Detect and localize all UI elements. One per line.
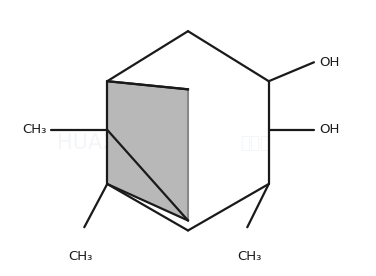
Text: CH₃: CH₃ bbox=[68, 250, 93, 263]
Text: CH₃: CH₃ bbox=[237, 250, 261, 263]
Text: OH: OH bbox=[320, 123, 340, 136]
Text: HUAXUEJIA: HUAXUEJIA bbox=[57, 133, 171, 153]
Polygon shape bbox=[107, 81, 188, 221]
Text: 化学加: 化学加 bbox=[240, 134, 270, 152]
Text: CH₃: CH₃ bbox=[22, 123, 47, 136]
Text: OH: OH bbox=[320, 56, 340, 69]
